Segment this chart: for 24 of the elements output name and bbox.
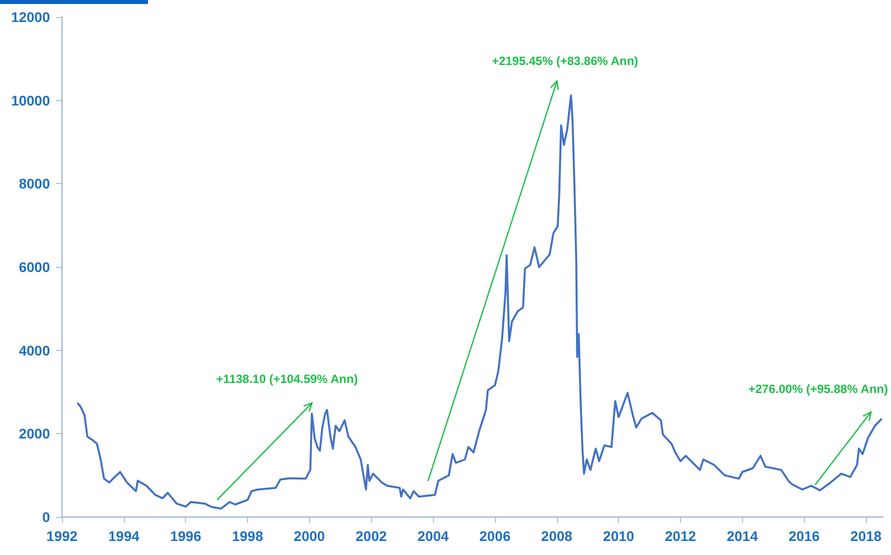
- annotation: +276.00% (+95.88% Ann): [748, 382, 888, 396]
- y-tick-label: 2000: [18, 426, 50, 442]
- x-tick-label: 2016: [788, 528, 820, 544]
- x-tick-label: 2000: [294, 528, 326, 544]
- x-tick-label: 2012: [664, 528, 696, 544]
- y-tick-label: 12000: [11, 9, 50, 25]
- x-tick-label: 2006: [479, 528, 511, 544]
- y-tick-label: 6000: [18, 259, 50, 275]
- y-tick-label: 4000: [18, 342, 50, 358]
- annotation: +1138.10 (+104.59% Ann): [216, 372, 358, 386]
- x-tick-label: 1992: [46, 528, 78, 544]
- y-tick-label: 0: [42, 509, 50, 525]
- x-tick-label: 2018: [850, 528, 882, 544]
- y-tick-label: 10000: [11, 92, 50, 108]
- x-tick-label: 1994: [108, 528, 140, 544]
- x-tick-label: 2002: [356, 528, 388, 544]
- x-tick-label: 2008: [541, 528, 573, 544]
- x-tick-label: 1998: [232, 528, 264, 544]
- x-tick-label: 2010: [603, 528, 634, 544]
- annotation: +2195.45% (+83.86% Ann): [492, 54, 638, 68]
- y-tick-label: 8000: [18, 176, 50, 192]
- x-tick-label: 1996: [170, 528, 202, 544]
- x-tick-label: 2014: [726, 528, 758, 544]
- x-tick-label: 2004: [417, 528, 449, 544]
